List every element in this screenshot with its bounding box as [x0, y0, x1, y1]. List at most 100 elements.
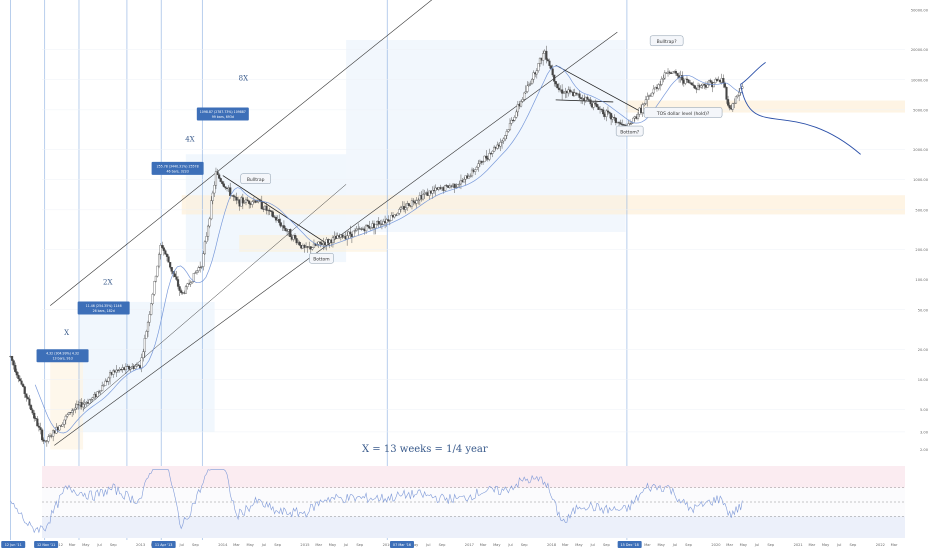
candle-body [12, 360, 15, 366]
candle-body [703, 83, 706, 86]
candle-body [82, 404, 85, 408]
x-tick-label: Jul [261, 543, 266, 547]
candle-body [197, 267, 200, 271]
y-tick-label: 10000.00 [911, 78, 929, 82]
x-tick-label: Sep [439, 543, 446, 547]
candle-body [99, 390, 102, 392]
candle-body [387, 219, 390, 222]
candle-body [388, 220, 391, 222]
candle-body [622, 124, 625, 126]
candle-body [151, 294, 154, 304]
x-tick-label: May [740, 543, 748, 547]
candle-body [557, 87, 561, 90]
x-tick-label: Mar [480, 543, 487, 547]
x-tick-label: Sep [192, 543, 199, 547]
candle-body [205, 236, 208, 243]
highlighted-date-label: 12 Nov '11 [37, 543, 55, 547]
candle-body [589, 99, 592, 105]
candle-body [97, 391, 101, 393]
measure-box [151, 161, 204, 175]
candle-body [268, 209, 271, 212]
candle-body [146, 322, 150, 332]
candle-body [608, 111, 611, 114]
measure-box-line2: 13 bars, 91d [52, 357, 72, 361]
candle-body [554, 81, 557, 85]
candle-body [663, 72, 666, 79]
candle-body [192, 273, 195, 282]
candle-body [515, 111, 518, 118]
candle-body [211, 192, 214, 201]
candle-body [562, 92, 565, 94]
candle-body [353, 230, 357, 232]
candle-body [279, 222, 282, 227]
candle-body [90, 398, 93, 401]
candle-body [504, 135, 507, 140]
multiplier-label: X [64, 329, 69, 337]
candle-body [58, 425, 61, 431]
candle-body [398, 209, 401, 214]
candle-body [366, 224, 369, 227]
candle-body [662, 77, 665, 80]
tos-level-annotation-box [643, 107, 723, 118]
candle-body [241, 197, 244, 204]
candle-body [29, 405, 33, 411]
candle-body [108, 372, 112, 379]
grid-lines [10, 0, 905, 540]
candle-body [243, 202, 246, 204]
candle-body [178, 286, 181, 291]
candle-body [374, 224, 377, 229]
candle-body [508, 123, 512, 130]
candle-body [709, 80, 712, 83]
x-tick-label: Jul [96, 543, 101, 547]
candle-body [692, 84, 695, 86]
x-tick-label: May [82, 543, 90, 547]
candle-body [14, 365, 17, 372]
candle-body [614, 117, 617, 123]
candle-body [531, 79, 534, 84]
candle-body [104, 380, 107, 386]
candle-body [477, 163, 480, 168]
candle-body [169, 262, 172, 268]
candle-body [523, 92, 526, 100]
candle-body [605, 110, 608, 117]
x-tick-label: Jul [836, 543, 841, 547]
measure-box-line1: 255.78 (3440.31%) 25578 [157, 164, 199, 168]
candle-body [148, 314, 151, 323]
candle-body [265, 205, 268, 211]
highlighted-date-chip [617, 541, 642, 548]
candle-body [643, 103, 646, 106]
tos-level-annotation: TOS dollar level (hold)? [656, 111, 710, 117]
measure-box [196, 107, 249, 121]
candle-body [733, 102, 736, 104]
band-region [239, 234, 388, 252]
candle-body [410, 200, 414, 207]
candle-body [107, 377, 110, 382]
candle-body [568, 89, 572, 92]
oscillator-pane [10, 466, 905, 538]
forecast-arrow [740, 61, 766, 85]
candle-body [235, 196, 238, 201]
candle-body [390, 215, 393, 221]
candle-body [474, 169, 477, 172]
candle-body [595, 104, 598, 108]
candle-body [365, 224, 368, 232]
candle-body [734, 96, 738, 104]
candle-body [159, 245, 162, 255]
candle-body [684, 78, 687, 84]
candle-body [319, 241, 322, 244]
candle-body [91, 397, 94, 400]
candle-body [352, 230, 355, 237]
candle-body [254, 200, 257, 203]
candle-body [154, 275, 157, 282]
candle-body [693, 85, 696, 89]
bottom-annotation: Bottom? [620, 129, 640, 135]
x-tick-label: Sep [274, 543, 281, 547]
candle-body [255, 201, 259, 203]
candle-body [36, 418, 39, 427]
highlighted-date-chip [389, 541, 414, 548]
candle-body [542, 53, 545, 61]
x-tick-label: Jul [179, 543, 184, 547]
candle-body [194, 272, 197, 274]
